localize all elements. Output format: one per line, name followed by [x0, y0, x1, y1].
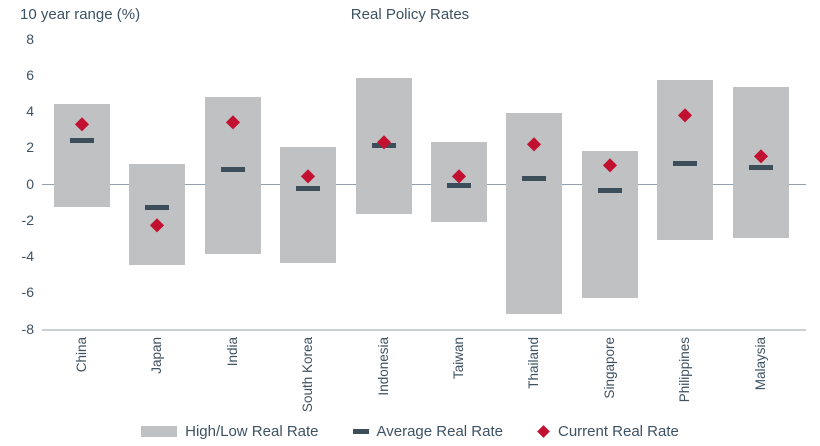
- x-tick-label: China: [74, 337, 89, 373]
- legend-label: High/Low Real Rate: [185, 422, 319, 440]
- legend-item: Average Real Rate: [352, 422, 503, 440]
- x-tick-label: Malaysia: [752, 337, 768, 391]
- x-axis-line: [42, 329, 806, 331]
- range-bar: [280, 147, 337, 264]
- average-dash: [597, 188, 622, 194]
- legend: High/Low Real Rate Average Real Rate Curre…: [0, 419, 820, 443]
- y-axis-title: 10 year range (%): [20, 6, 141, 23]
- chart-title: Real Policy Rates: [350, 6, 470, 23]
- average-dash: [145, 204, 170, 210]
- legend-item: High/Low Real Rate: [141, 422, 319, 440]
- average-dash: [70, 137, 94, 143]
- average-dash: [447, 182, 471, 188]
- y-tick-label: 8: [26, 30, 34, 47]
- legend-dash-swatch-icon: [352, 428, 369, 434]
- x-tick-label: Philippines: [677, 337, 693, 403]
- legend-item: Current Real Rate: [537, 423, 679, 440]
- average-dash: [296, 186, 321, 192]
- x-tick-label: Thailand: [526, 337, 542, 389]
- x-tick-label: Indonesia: [375, 337, 391, 396]
- x-tick-label: Japan: [149, 337, 165, 374]
- average-dash: [673, 161, 698, 167]
- legend-bar-swatch-icon: [141, 425, 178, 437]
- legend-label: Average Real Rate: [376, 422, 503, 440]
- x-tick-label: India: [224, 337, 240, 367]
- x-tick-label: Singapore: [601, 337, 617, 399]
- legend-diamond-swatch-icon: [537, 424, 550, 438]
- average-dash: [522, 175, 547, 181]
- range-bar: [657, 80, 714, 240]
- y-tick-label: -2: [21, 211, 34, 228]
- y-tick-label: 2: [26, 139, 34, 156]
- y-tick-label: 4: [26, 103, 34, 119]
- zero-gridline: [42, 184, 806, 185]
- y-tick-label: -6: [21, 284, 34, 301]
- y-tick-label: 0: [26, 175, 34, 192]
- range-bar: [129, 163, 186, 266]
- y-tick-label: -8: [21, 320, 34, 337]
- y-tick-label: -4: [21, 248, 34, 264]
- average-dash: [220, 166, 245, 172]
- range-bar: [581, 150, 638, 298]
- x-tick-label: Taiwan: [451, 337, 466, 380]
- y-tick-label: 6: [26, 66, 34, 83]
- average-dash: [748, 164, 773, 170]
- legend-label: Current Real Rate: [557, 422, 679, 440]
- x-tick-label: South Korea: [300, 337, 316, 413]
